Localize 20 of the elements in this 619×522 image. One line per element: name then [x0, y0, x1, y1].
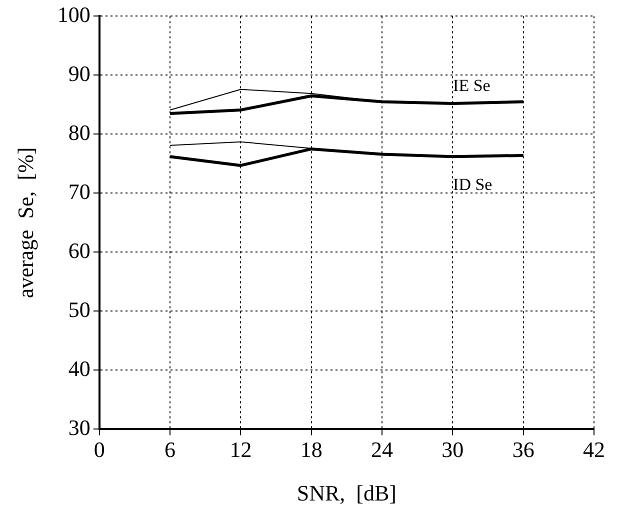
x-tick-label: 42 [583, 437, 605, 462]
y-axis-title: average Se, [%] [12, 147, 38, 298]
x-tick-label: 36 [512, 437, 534, 462]
x-tick-label: 0 [94, 437, 105, 462]
x-tick-label: 24 [371, 437, 394, 462]
y-tick-label: 50 [68, 296, 90, 322]
y-tick-label: 60 [68, 238, 90, 263]
y-tick-label: 90 [68, 60, 90, 86]
x-axis-title: SNR, [dB] [296, 480, 397, 506]
x-tick-label: 6 [164, 437, 176, 462]
y-tick-label: 40 [68, 356, 90, 381]
annotation: IE Se [453, 76, 490, 95]
y-tick-label: 100 [57, 2, 90, 27]
annotation: ID Se [453, 175, 492, 194]
y-tick-label: 30 [68, 414, 90, 440]
y-tick-label: 70 [68, 178, 90, 204]
y-tick-label: 80 [68, 120, 90, 145]
x-tick-label: 18 [300, 437, 322, 462]
x-tick-label: 12 [230, 437, 252, 462]
x-tick-label: 30 [442, 437, 464, 462]
